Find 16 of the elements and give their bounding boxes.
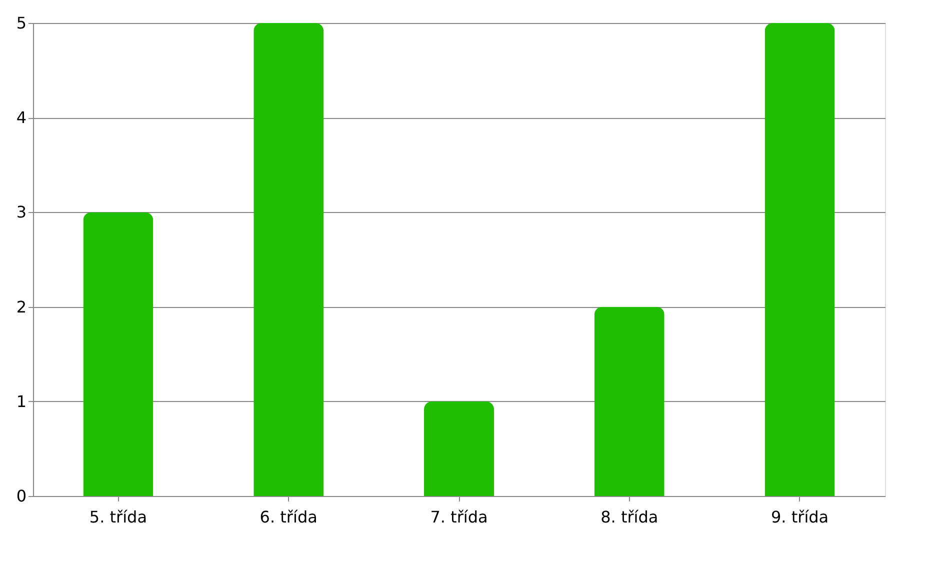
x-tick-label: 6. třída: [260, 508, 318, 526]
bar: [254, 23, 324, 496]
bar: [594, 306, 664, 496]
y-tick-label: 5: [16, 14, 26, 32]
bar: [83, 212, 154, 496]
bar: [424, 401, 494, 496]
y-tick-label: 1: [16, 392, 26, 411]
y-tick-label: 3: [16, 202, 26, 222]
x-tick-label: 9. třída: [770, 508, 829, 526]
y-tick-label: 2: [16, 297, 26, 316]
x-tick-label: 7. třída: [430, 508, 488, 526]
y-tick-label: 4: [16, 108, 26, 128]
x-tick-label: 5. třída: [89, 508, 148, 526]
x-tick-label: 8. třída: [600, 508, 658, 526]
bar: [764, 23, 835, 496]
y-tick-label: 0: [16, 486, 26, 506]
